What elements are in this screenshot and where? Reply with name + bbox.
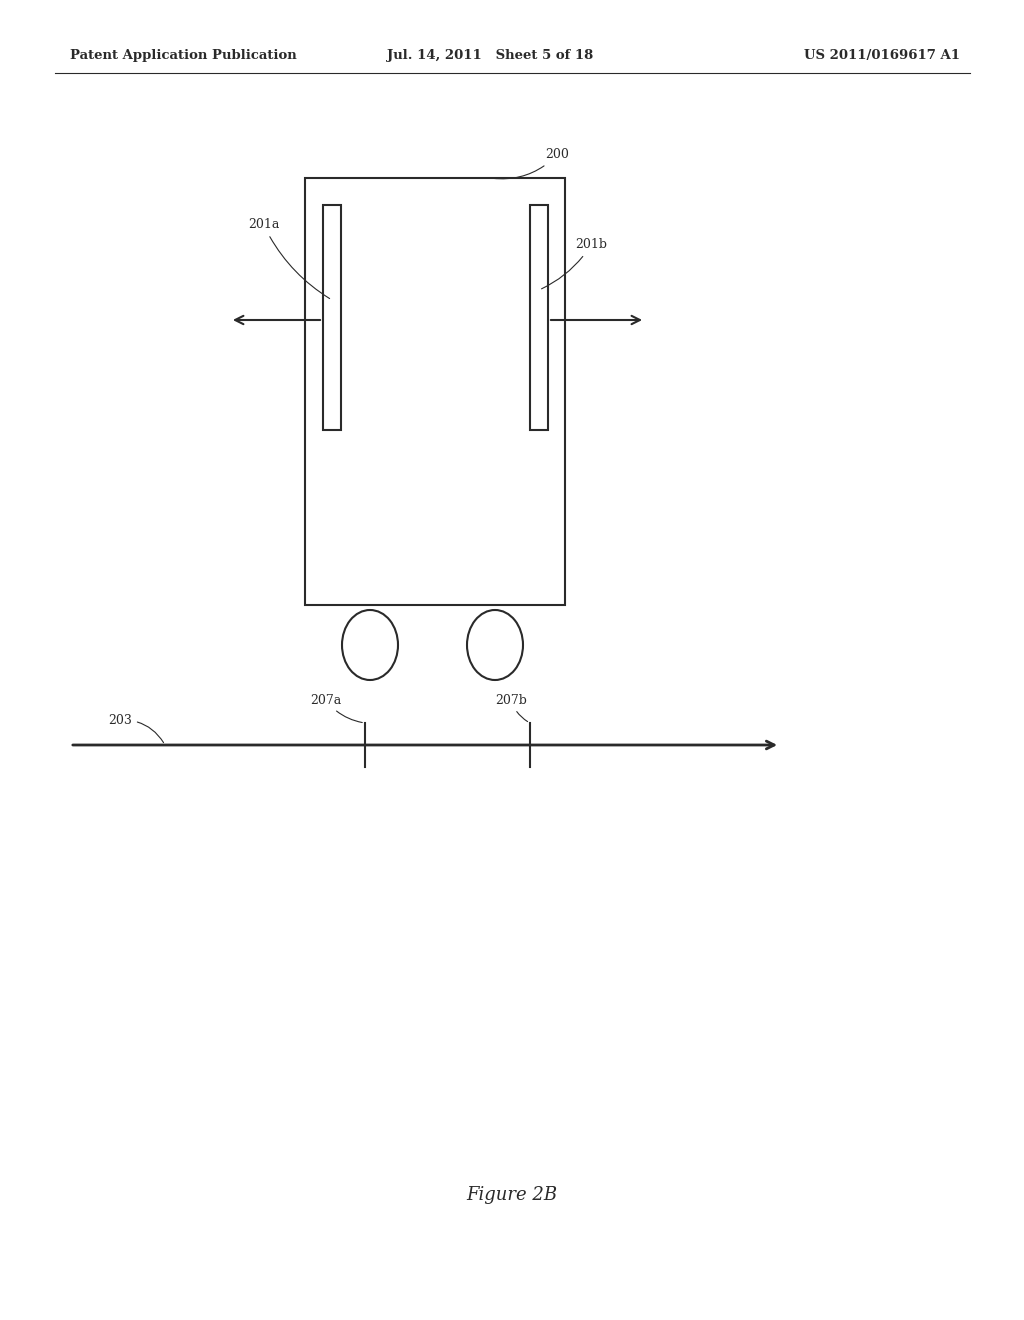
Text: 203: 203 bbox=[108, 714, 164, 743]
Text: 207a: 207a bbox=[310, 693, 362, 722]
Text: Figure 2B: Figure 2B bbox=[467, 1185, 557, 1204]
Bar bbox=[530, 205, 548, 430]
Text: 201a: 201a bbox=[248, 219, 330, 298]
Ellipse shape bbox=[342, 610, 398, 680]
Bar bbox=[305, 178, 565, 605]
Bar bbox=[323, 205, 341, 430]
Text: 207b: 207b bbox=[495, 693, 527, 722]
Text: 201b: 201b bbox=[542, 239, 607, 289]
Text: 200: 200 bbox=[493, 149, 569, 178]
Text: Jul. 14, 2011   Sheet 5 of 18: Jul. 14, 2011 Sheet 5 of 18 bbox=[387, 49, 593, 62]
Text: Patent Application Publication: Patent Application Publication bbox=[70, 49, 297, 62]
Text: US 2011/0169617 A1: US 2011/0169617 A1 bbox=[804, 49, 961, 62]
Ellipse shape bbox=[467, 610, 523, 680]
